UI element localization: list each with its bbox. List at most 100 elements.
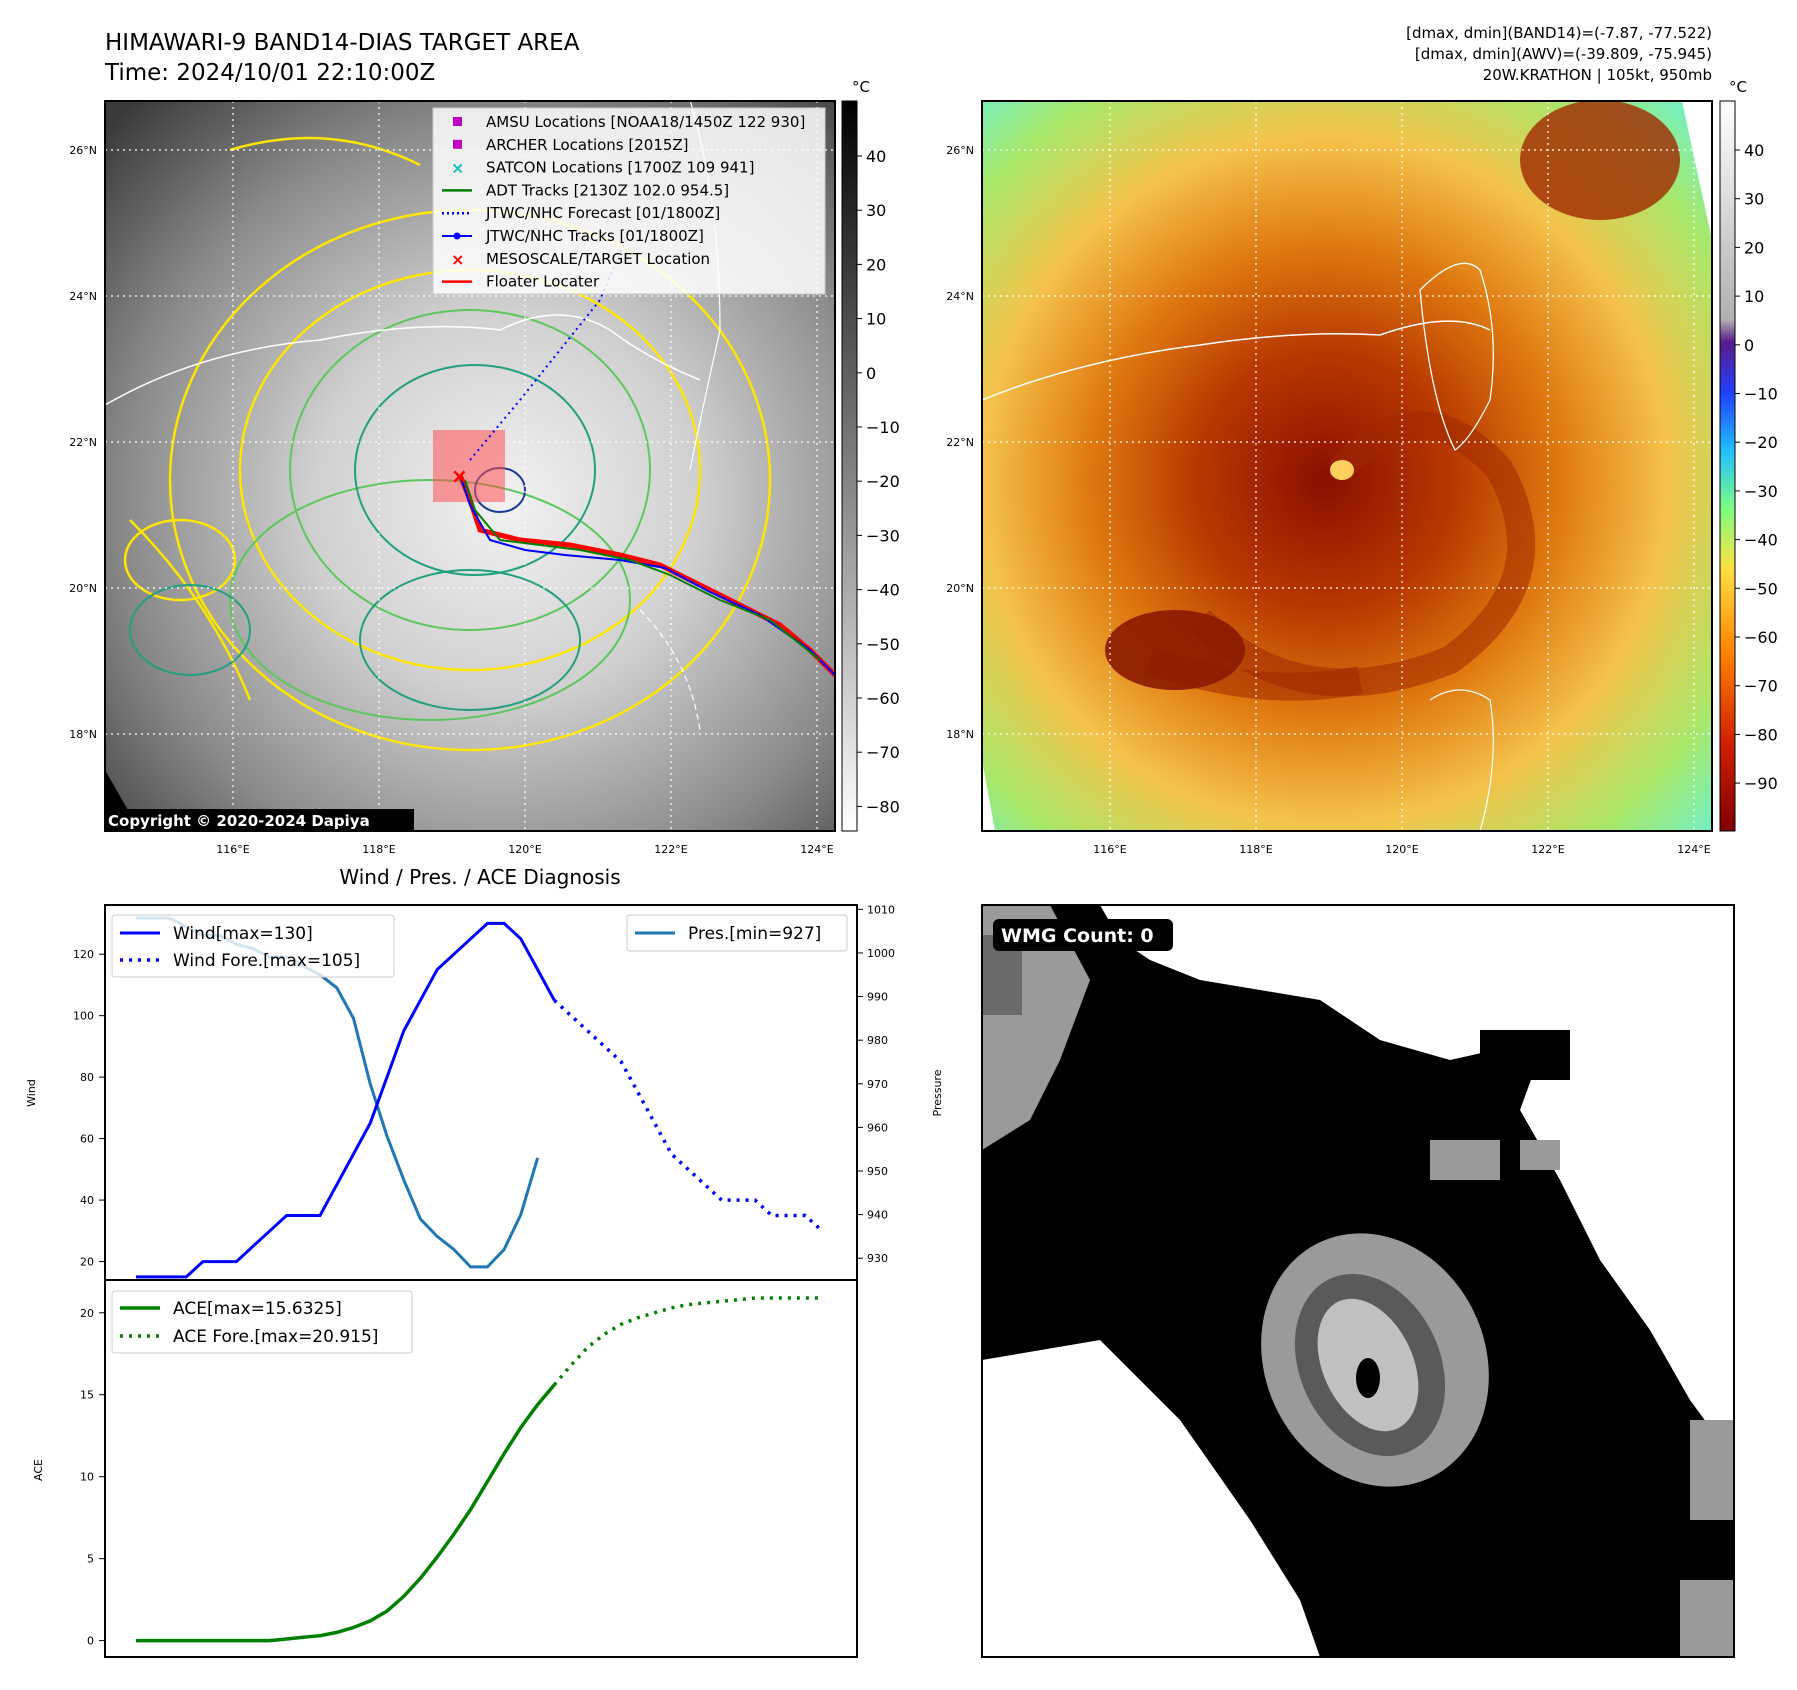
legend-label: SATCON Locations [1700Z 109 941]: [486, 159, 754, 177]
figure-title-line2: Time: 2024/10/01 22:10:00Z: [104, 60, 435, 86]
legend-label: MESOSCALE/TARGET Location: [486, 250, 710, 268]
target-x-marker: ×: [451, 464, 468, 488]
ace-forecast-line: [552, 1296, 822, 1387]
legend-row: JTWC/NHC Tracks [01/1800Z]: [442, 227, 704, 245]
lon-label: 120°E: [1385, 843, 1418, 856]
lat-label: 24°N: [946, 290, 974, 303]
jtwc-best-track: [459, 474, 835, 676]
colorbar-tick-label: 30: [866, 201, 886, 220]
info-line2: [dmax, dmin](AWV)=(-39.809, -75.945): [1415, 45, 1712, 63]
ace-ytick-label: 10: [80, 1471, 94, 1484]
legend-ace-fore-label: ACE Fore.[max=20.915]: [173, 1327, 378, 1347]
colorbar-tick-label: −30: [866, 526, 900, 545]
pres-ytick-label: 940: [867, 1209, 888, 1222]
lat-label: 22°N: [69, 436, 97, 449]
colorbar-tick-label: 0: [1744, 336, 1754, 355]
colorbar-tick-label: −10: [866, 418, 900, 437]
coastline-left: [105, 314, 701, 406]
legend-ace-label: ACE[max=15.6325]: [173, 1299, 342, 1319]
colorbar-tick-label: −60: [866, 689, 900, 708]
figure-title-line1: HIMAWARI-9 BAND14-DIAS TARGET AREA: [105, 30, 580, 56]
legend-label: AMSU Locations [NOAA18/1450Z 122 930]: [486, 113, 805, 131]
colorbar-tick-label: −60: [1744, 628, 1778, 647]
lon-label: 122°E: [1531, 843, 1564, 856]
legend-label: Floater Locater: [486, 273, 600, 291]
wmg-count-label: WMG Count: 0: [1001, 925, 1154, 947]
lat-label: 24°N: [69, 290, 97, 303]
wind-line: [136, 921, 556, 1279]
colorbar-left-unit: °C: [852, 78, 870, 96]
legend-row: ADT Tracks [2130Z 102.0 954.5]: [442, 181, 729, 199]
wind-pres-chart: Wind Pressure 20 40 60 80 100 120 930 940 950 96…: [25, 903, 944, 1281]
ace-chart: ACE 0 5 10 15 20 ACE[max=15.6325] ACE Fore.[m…: [32, 1279, 858, 1658]
pres-ytick-label: 1010: [867, 903, 895, 916]
pres-ytick-label: 970: [867, 1078, 888, 1091]
lon-label: 116°E: [216, 843, 249, 856]
colorbar-tick-label: 30: [1744, 190, 1764, 209]
adt-track: [464, 479, 821, 661]
ace-line: [136, 1383, 556, 1643]
legend-wind-label: Wind[max=130]: [173, 924, 313, 944]
lat-label: 22°N: [946, 436, 974, 449]
lon-label: 120°E: [508, 843, 541, 856]
legend-marker: ×: [451, 159, 464, 178]
colorbar-tick-label: −90: [1744, 774, 1778, 793]
colorbar-tick-label: −10: [1744, 385, 1778, 404]
ace-ytick-label: 15: [80, 1389, 94, 1402]
wind-ytick-label: 20: [80, 1256, 94, 1269]
info-line1: [dmax, dmin](BAND14)=(-7.87, -77.522): [1406, 24, 1712, 42]
lon-label: 124°E: [800, 843, 833, 856]
colorbar-tick-label: 0: [866, 364, 876, 383]
lon-label: 118°E: [1239, 843, 1272, 856]
wind-forecast-line: [553, 999, 824, 1233]
legend-label: JTWC/NHC Forecast [01/1800Z]: [485, 204, 720, 222]
colorbar-tick-label: −40: [866, 581, 900, 600]
wmg-panel: WMG Count: 0: [981, 904, 1735, 1658]
pres-ytick-label: 1000: [867, 947, 895, 960]
pressure-axis-label: Pressure: [931, 1069, 944, 1116]
colorbar-tick-label: 40: [866, 147, 886, 166]
legend-label: JTWC/NHC Tracks [01/1800Z]: [485, 227, 704, 245]
map-legend: AMSU Locations [NOAA18/1450Z 122 930] ARC…: [432, 107, 826, 295]
colorbar-left: °C 40 30 20 10 0 −10 −20 −30 −40 −50 −60 −70 −80: [841, 78, 900, 832]
lon-label: 122°E: [654, 843, 687, 856]
colorbar-tick-label: 10: [866, 310, 886, 329]
lat-label: 26°N: [946, 144, 974, 157]
colorbar-right-unit: °C: [1729, 78, 1747, 96]
pres-ytick-label: 930: [867, 1252, 888, 1265]
colorbar-tick-label: −20: [1744, 433, 1778, 452]
lat-label: 18°N: [69, 728, 97, 741]
info-line3: 20W.KRATHON | 105kt, 950mb: [1483, 66, 1712, 84]
colorbar-tick-label: 40: [1744, 141, 1764, 160]
colorbar-tick-label: −70: [1744, 677, 1778, 696]
colorbar-tick-label: 20: [866, 255, 886, 274]
colorbar-tick-label: −70: [866, 743, 900, 762]
legend-marker: [453, 117, 462, 126]
wind-ytick-label: 80: [80, 1071, 94, 1084]
legend-label: ARCHER Locations [2015Z]: [486, 136, 689, 154]
legend-label: ADT Tracks [2130Z 102.0 954.5]: [486, 181, 729, 199]
lon-label: 124°E: [1677, 843, 1710, 856]
colorbar-tick-label: −50: [866, 635, 900, 654]
ace-ytick-label: 0: [87, 1635, 94, 1648]
colorbar-tick-label: −50: [1744, 579, 1778, 598]
legend-marker: [453, 139, 462, 149]
wind-ytick-label: 120: [73, 948, 94, 961]
legend-row: × MESOSCALE/TARGET Location: [451, 250, 710, 269]
wind-legend-box: [111, 914, 395, 978]
floater-track: [457, 474, 835, 677]
colorbar-tick-label: −20: [866, 472, 900, 491]
colorbar-right: °C 40 30 20 10 0 −10 −20 −30 −40 −50 −60 −70 −80 −90: [1719, 78, 1778, 832]
right-map-axis-labels: 116°E 118°E 120°E 122°E 124°E 26°N 24°N 22°N 20°…: [946, 144, 1711, 856]
legend-row: ARCHER Locations [2015Z]: [453, 136, 689, 154]
colorbar-tick-label: 20: [1744, 238, 1764, 257]
ace-ytick-label: 5: [87, 1553, 94, 1566]
legend-pres-label: Pres.[min=927]: [688, 924, 821, 944]
lon-label: 118°E: [362, 843, 395, 856]
pres-ytick-label: 960: [867, 1121, 888, 1134]
legend-row: Floater Locater: [442, 273, 600, 291]
wind-axis-label: Wind: [25, 1079, 38, 1107]
wind-ytick-label: 100: [73, 1010, 94, 1023]
coastline-right: [982, 320, 1491, 401]
copyright-text: Copyright © 2020-2024 Dapiya: [108, 812, 370, 830]
